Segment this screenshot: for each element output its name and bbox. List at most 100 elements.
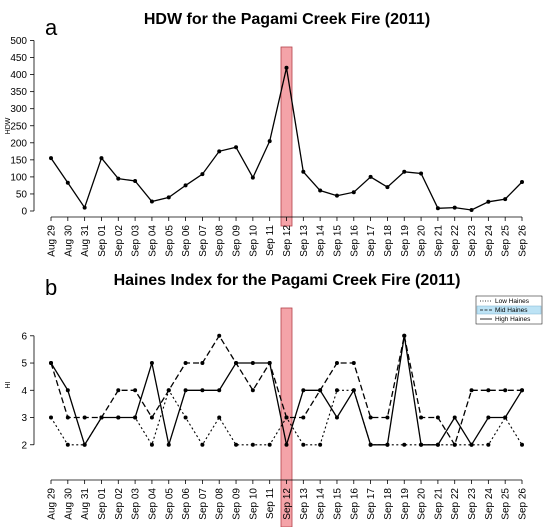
data-point bbox=[200, 442, 205, 447]
legend-row-highlight bbox=[476, 305, 542, 315]
x-tick-label: Sep 03 bbox=[131, 225, 142, 257]
data-point bbox=[435, 206, 440, 211]
data-point bbox=[149, 199, 154, 204]
data-point bbox=[49, 415, 53, 420]
data-point bbox=[65, 442, 70, 447]
data-point bbox=[234, 361, 239, 366]
x-tick-label: Sep 18 bbox=[383, 488, 394, 520]
data-point bbox=[368, 174, 373, 179]
data-point bbox=[200, 361, 205, 366]
x-tick-label: Sep 01 bbox=[97, 488, 108, 520]
data-point bbox=[133, 388, 138, 393]
data-point bbox=[99, 415, 104, 420]
x-tick-label: Sep 15 bbox=[332, 225, 343, 257]
data-point bbox=[385, 442, 390, 447]
x-tick-label: Sep 10 bbox=[248, 488, 259, 520]
data-point bbox=[149, 415, 154, 420]
data-point bbox=[49, 361, 53, 366]
x-tick-label: Sep 20 bbox=[417, 488, 428, 520]
x-tick-label: Sep 15 bbox=[332, 488, 343, 520]
x-tick-label: Sep 06 bbox=[181, 488, 192, 520]
x-tick-label: Sep 04 bbox=[147, 225, 158, 257]
x-tick-label: Sep 08 bbox=[215, 488, 226, 520]
y-tick-label: 3 bbox=[21, 413, 27, 424]
x-tick-label: Sep 14 bbox=[316, 488, 327, 520]
data-point bbox=[116, 388, 121, 393]
x-tick-label: Aug 30 bbox=[63, 225, 74, 257]
data-point bbox=[82, 205, 87, 210]
y-tick-label: 400 bbox=[10, 70, 27, 81]
y-tick-label: 200 bbox=[10, 138, 27, 149]
data-point bbox=[82, 442, 87, 447]
x-tick-label: Sep 13 bbox=[299, 488, 310, 520]
hdw-chart-panel: a HDW for the Pagami Creek Fire (2011) H… bbox=[5, 11, 529, 257]
data-point bbox=[183, 415, 188, 420]
hdw-chart-title: HDW for the Pagami Creek Fire (2011) bbox=[144, 11, 430, 28]
data-point bbox=[284, 442, 289, 447]
haines-legend: Low Haines Mid Haines High Haines bbox=[475, 295, 543, 325]
data-point bbox=[334, 193, 339, 198]
y-tick-label: 2 bbox=[21, 440, 27, 451]
data-point bbox=[99, 156, 104, 161]
x-tick-label: Sep 21 bbox=[433, 225, 444, 257]
data-point bbox=[166, 195, 171, 200]
data-point bbox=[250, 442, 255, 447]
data-point bbox=[402, 442, 407, 447]
y-tick-label: 6 bbox=[21, 331, 27, 342]
data-point bbox=[435, 415, 440, 420]
data-point bbox=[486, 388, 491, 393]
data-point bbox=[486, 415, 491, 420]
data-point bbox=[318, 388, 323, 393]
x-tick-label: Sep 09 bbox=[232, 225, 243, 257]
data-point bbox=[452, 205, 457, 210]
data-point bbox=[351, 361, 356, 366]
x-tick-label: Sep 10 bbox=[248, 225, 259, 257]
data-point bbox=[166, 442, 171, 447]
data-point bbox=[334, 388, 339, 393]
data-point bbox=[183, 183, 188, 188]
data-point bbox=[284, 415, 289, 420]
data-point bbox=[116, 176, 121, 181]
y-tick-label: 250 bbox=[10, 121, 27, 132]
x-tick-label: Sep 25 bbox=[501, 225, 512, 257]
data-point bbox=[486, 199, 491, 204]
panel-letter-a: a bbox=[45, 15, 58, 40]
data-point bbox=[250, 361, 255, 366]
haines-chart-title: Haines Index for the Pagami Creek Fire (… bbox=[114, 272, 461, 289]
data-point bbox=[284, 65, 289, 70]
data-point bbox=[166, 388, 171, 393]
y-tick-label: 450 bbox=[10, 53, 27, 64]
data-point bbox=[217, 333, 222, 338]
y-tick-label: 50 bbox=[16, 189, 28, 200]
data-point bbox=[469, 442, 474, 447]
x-tick-label: Sep 07 bbox=[198, 488, 209, 520]
data-point bbox=[82, 415, 87, 420]
x-tick-label: Sep 04 bbox=[147, 488, 158, 520]
y-tick-label: 5 bbox=[21, 359, 27, 370]
x-tick-label: Aug 29 bbox=[47, 488, 58, 520]
data-point bbox=[116, 415, 121, 420]
data-point bbox=[368, 415, 373, 420]
x-tick-label: Sep 06 bbox=[181, 225, 192, 257]
data-point bbox=[318, 442, 323, 447]
data-point bbox=[503, 388, 508, 393]
y-tick-label: 150 bbox=[10, 155, 27, 166]
data-point bbox=[419, 171, 424, 176]
x-tick-label: Sep 11 bbox=[265, 488, 276, 519]
data-point bbox=[217, 388, 222, 393]
data-point bbox=[267, 442, 272, 447]
data-point bbox=[385, 185, 390, 190]
x-tick-label: Sep 12 bbox=[282, 488, 293, 520]
x-tick-label: Sep 19 bbox=[400, 488, 411, 520]
data-point bbox=[435, 442, 440, 447]
data-point bbox=[402, 333, 407, 338]
x-tick-label: Sep 20 bbox=[417, 225, 428, 257]
x-tick-label: Sep 26 bbox=[518, 488, 529, 520]
x-tick-label: Sep 16 bbox=[349, 225, 360, 257]
data-point bbox=[301, 415, 306, 420]
data-point bbox=[65, 388, 70, 393]
data-point bbox=[419, 442, 424, 447]
x-tick-label: Sep 08 bbox=[215, 225, 226, 257]
data-point bbox=[65, 415, 70, 420]
x-tick-label: Sep 13 bbox=[299, 225, 310, 257]
